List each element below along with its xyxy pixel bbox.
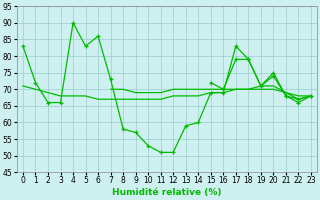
X-axis label: Humidité relative (%): Humidité relative (%): [112, 188, 222, 197]
